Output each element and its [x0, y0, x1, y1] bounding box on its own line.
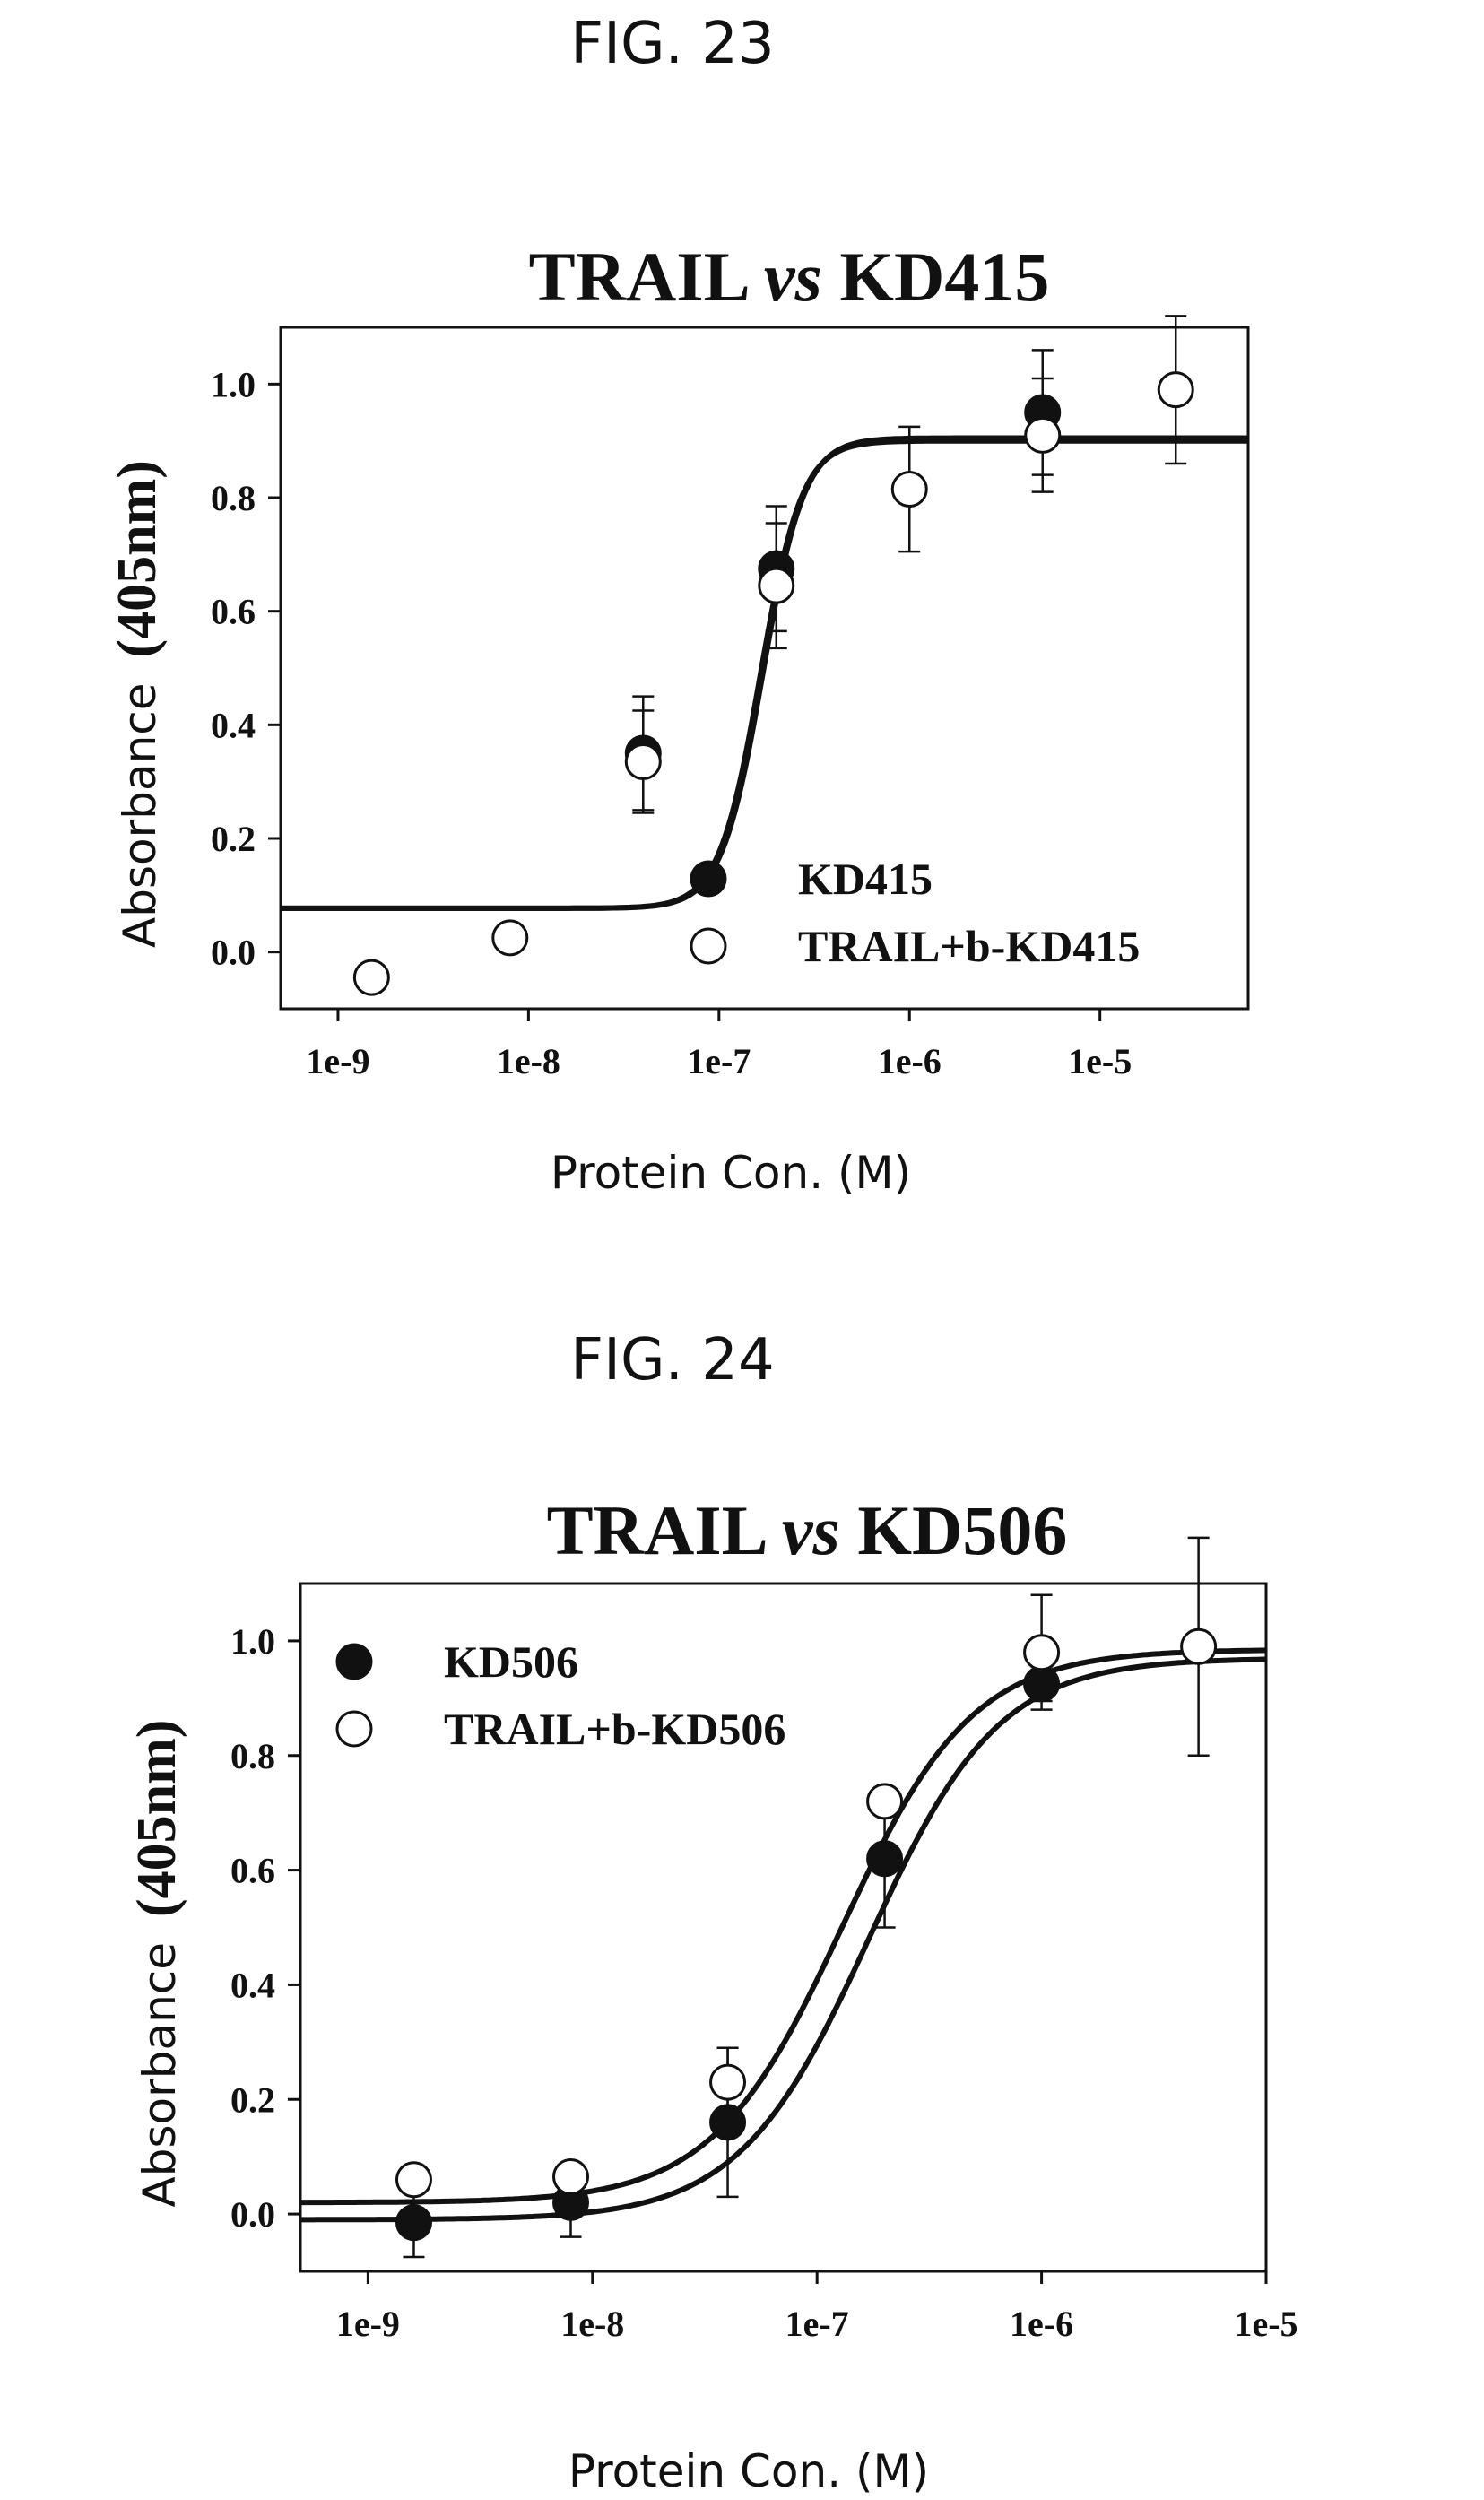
y-tick-label: 1.0 [230, 1621, 275, 1662]
data-point-trail-b-kd506 [868, 1784, 902, 1819]
title-part: TRAIL [529, 238, 764, 316]
legend-label: KD506 [444, 1636, 578, 1687]
x-tick-label: 1e-9 [336, 2304, 400, 2344]
y-tick-label: 0.0 [230, 2194, 275, 2235]
data-point-trail-b-kd415 [493, 921, 527, 955]
legend-marker-kd415 [691, 862, 725, 896]
y-tick-label: 0.6 [211, 592, 256, 632]
data-point-trail-b-kd506 [554, 2160, 588, 2194]
y-tick-label: 0.4 [230, 1965, 275, 2005]
y-label-absorbance: Absorbance [114, 682, 166, 947]
x-tick-label: 1e-7 [687, 1041, 751, 1081]
data-point-trail-b-kd415 [892, 473, 926, 507]
chart-title: TRAIL vs KD506 [547, 1491, 1068, 1569]
x-axis-label: Protein Con. (M) [568, 2445, 929, 2497]
title-vs: vs [764, 238, 822, 316]
legend-marker-trail-b-kd415 [691, 929, 725, 963]
y-label-wavelength: (405nm) [126, 1720, 187, 1917]
x-tick-label: 1e-9 [306, 1041, 369, 1081]
legend-label: TRAIL+b-KD415 [798, 921, 1140, 971]
x-tick-label: 1e-8 [497, 1041, 560, 1081]
data-point-kd506 [396, 2206, 430, 2240]
y-tick-label: 0.4 [211, 705, 256, 745]
y-tick-label: 0.8 [211, 478, 256, 518]
data-point-trail-b-kd506 [396, 2163, 430, 2197]
legend-label: TRAIL+b-KD506 [444, 1704, 785, 1754]
data-point-trail-b-kd415 [1159, 373, 1193, 407]
data-point-kd506 [868, 1842, 902, 1876]
y-tick-label: 0.2 [211, 819, 256, 859]
title-vs: vs [782, 1491, 840, 1569]
legend-marker-trail-b-kd506 [337, 1712, 371, 1746]
y-label-wavelength: (405nm) [107, 460, 168, 657]
x-axis-label: Protein Con. (M) [551, 1147, 911, 1199]
fit-curve-kd415 [281, 438, 1248, 908]
y-axis-label-text: Absorbance (405nm) [126, 1720, 187, 2208]
data-point-trail-b-kd415 [354, 960, 388, 994]
chart-trail-vs-kd506: TRAIL vs KD506 1e-9 1e-8 1e-7 1e-6 1e-5 0.0 0.2… [0, 1245, 1345, 2500]
y-axis-label: Absorbance (405nm) [126, 1720, 187, 2208]
y-tick-label: 0.6 [230, 1851, 275, 1891]
title-part: TRAIL [547, 1491, 782, 1569]
chart-trail-vs-kd415: TRAIL vs KD415 1e-9 1e-8 1e-7 1e-6 1e-5 0.0 0.2… [0, 0, 1345, 1255]
y-tick-label: 1.0 [211, 364, 256, 404]
x-tick-label: 1e-7 [785, 2304, 849, 2344]
plot-frame [300, 1584, 1266, 2271]
data-point-trail-b-kd415 [1026, 418, 1060, 452]
data-point-trail-b-kd415 [759, 569, 794, 603]
y-label-absorbance: Absorbance [134, 1942, 186, 2207]
x-tick-label: 1e-8 [560, 2304, 624, 2344]
chart-title: TRAIL vs KD415 [529, 238, 1050, 316]
title-part: KD506 [840, 1491, 1068, 1569]
data-point-trail-b-kd506 [1025, 1636, 1059, 1670]
legend-marker-kd506 [337, 1645, 371, 1679]
data-point-trail-b-kd415 [626, 745, 660, 779]
data-point-trail-b-kd506 [1182, 1629, 1216, 1663]
x-tick-label: 1e-5 [1068, 1041, 1132, 1081]
y-axis-label: Absorbance (405nm) [107, 460, 168, 948]
y-tick-label: 0.0 [211, 933, 256, 973]
y-tick-label: 0.2 [230, 2079, 275, 2120]
x-tick-label: 1e-6 [1010, 2304, 1073, 2344]
x-tick-label: 1e-5 [1234, 2304, 1297, 2344]
x-tick-label: 1e-6 [878, 1041, 942, 1081]
y-axis-label-text: Absorbance (405nm) [107, 460, 168, 948]
title-part: KD415 [822, 238, 1050, 316]
data-point-trail-b-kd506 [711, 2065, 745, 2099]
legend-label: KD415 [798, 854, 933, 904]
y-tick-label: 0.8 [230, 1736, 275, 1776]
